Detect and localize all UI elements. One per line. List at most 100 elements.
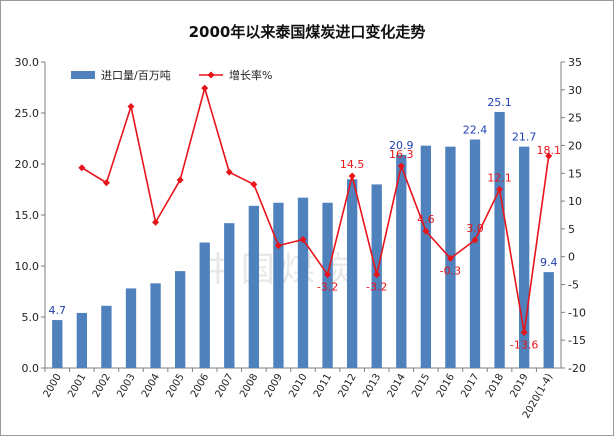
bar: [494, 111, 505, 368]
growth-rate-point: [520, 328, 528, 336]
x-tick-label: 2007: [214, 372, 236, 400]
bar-value-label: 4.7: [49, 304, 67, 317]
rate-value-label: -0.3: [440, 264, 461, 277]
right-tick-label: -10: [568, 306, 586, 319]
x-tick-label: 2012: [336, 372, 358, 400]
bar: [273, 202, 284, 368]
x-tick-label: 2004: [140, 372, 162, 400]
x-tick-label: 2000: [42, 372, 64, 400]
right-tick-label: -15: [568, 334, 586, 347]
bar: [76, 312, 88, 368]
bar: [101, 305, 112, 368]
bar-value-label: 9.4: [540, 256, 558, 269]
bar: [346, 179, 358, 368]
growth-rate-point: [348, 172, 356, 180]
growth-rate-point: [471, 236, 479, 244]
left-tick-label: 30.0: [15, 56, 40, 69]
growth-rate-point: [176, 176, 184, 184]
legend-bar-swatch: [71, 71, 95, 79]
x-tick-label: 2014: [386, 372, 408, 400]
x-tick-label: 2006: [189, 372, 211, 400]
x-tick-label: 2015: [410, 372, 432, 400]
x-tick-label: 2010: [287, 372, 309, 400]
right-tick-label: 35: [568, 56, 582, 69]
growth-rate-point: [127, 103, 135, 111]
right-tick-label: -20: [568, 362, 586, 375]
right-tick-label: 25: [568, 112, 582, 125]
x-tick-label: 2019: [508, 372, 530, 400]
left-tick-label: 5.0: [22, 311, 40, 324]
legend-line-label: 增长率%: [229, 68, 272, 82]
growth-rate-point: [102, 179, 110, 187]
x-tick-label: 2005: [164, 372, 186, 400]
left-tick-label: 25.0: [15, 107, 40, 120]
rate-value-label: 18.1: [536, 144, 561, 157]
growth-rate-point: [496, 185, 504, 193]
growth-rate-point: [250, 180, 258, 188]
bar-value-label: 22.4: [463, 124, 488, 137]
growth-rate-point: [201, 84, 209, 92]
bar: [543, 272, 554, 368]
growth-rate-point: [545, 152, 553, 160]
right-tick-label: 5: [568, 223, 575, 236]
bar: [297, 197, 309, 368]
x-tick-label: 2017: [459, 372, 481, 400]
right-tick-label: 0: [568, 251, 575, 264]
x-tick-label: 2008: [238, 372, 260, 400]
x-tick-label: 2001: [66, 372, 88, 400]
bar: [125, 288, 137, 368]
bar: [199, 242, 210, 368]
left-tick-label: 0.0: [22, 362, 40, 375]
left-tick-label: 20.0: [15, 158, 40, 171]
growth-rate-point: [225, 168, 233, 176]
right-tick-label: 15: [568, 167, 582, 180]
growth-rate-point: [274, 242, 282, 250]
x-tick-label: 2003: [115, 372, 137, 400]
bar: [52, 320, 63, 368]
x-tick-label: 2011: [312, 372, 334, 400]
bar: [396, 154, 407, 368]
bar: [150, 283, 161, 368]
x-tick-label: 2018: [484, 372, 506, 400]
bar: [224, 223, 235, 368]
x-tick-label: 2013: [361, 372, 383, 400]
bar-value-label: 25.1: [487, 96, 512, 109]
left-tick-label: 15.0: [15, 209, 40, 222]
growth-rate-point: [78, 164, 86, 172]
rate-value-label: 4.6: [417, 213, 435, 226]
rate-value-label: 3.0: [466, 222, 484, 235]
rate-value-label: 12.1: [487, 171, 512, 184]
left-tick-label: 10.0: [15, 260, 40, 273]
growth-rate-point: [373, 271, 381, 279]
bar: [174, 271, 186, 368]
growth-rate-point: [446, 254, 454, 262]
bar: [420, 145, 432, 368]
right-tick-label: 10: [568, 195, 582, 208]
growth-rate-point: [397, 162, 405, 170]
bar-value-label: 20.9: [389, 139, 414, 152]
plot-area: 0.0 5.0 10.0 15.0 20.0 25.0 30.0 -20 -15 -10 -5 0 5 1…: [15, 56, 586, 420]
rate-value-label: -3.2: [366, 281, 387, 294]
right-tick-label: 30: [568, 84, 582, 97]
x-tick-label: 2002: [91, 372, 113, 400]
legend-line-marker: [207, 71, 215, 79]
bar: [248, 205, 260, 368]
right-tick-label: 20: [568, 139, 582, 152]
right-tick-label: -5: [568, 279, 579, 292]
rate-value-label: -13.6: [510, 338, 538, 351]
growth-rate-point: [152, 218, 160, 226]
growth-rate-point: [299, 235, 307, 243]
rate-value-label: 16.3: [389, 148, 414, 161]
bar: [322, 202, 333, 368]
bar: [518, 146, 530, 368]
rate-value-label: -3.2: [317, 281, 338, 294]
x-tick-label: 2016: [435, 372, 457, 400]
chart-title: 2000年以来泰国煤炭进口变化走势: [189, 23, 426, 41]
growth-rate-line: [81, 85, 550, 333]
bar: [469, 139, 481, 368]
rate-value-label: 14.5: [340, 158, 365, 171]
bar-value-label: 21.7: [512, 131, 537, 144]
legend-bar-label: 进口量/百万吨: [101, 69, 171, 82]
